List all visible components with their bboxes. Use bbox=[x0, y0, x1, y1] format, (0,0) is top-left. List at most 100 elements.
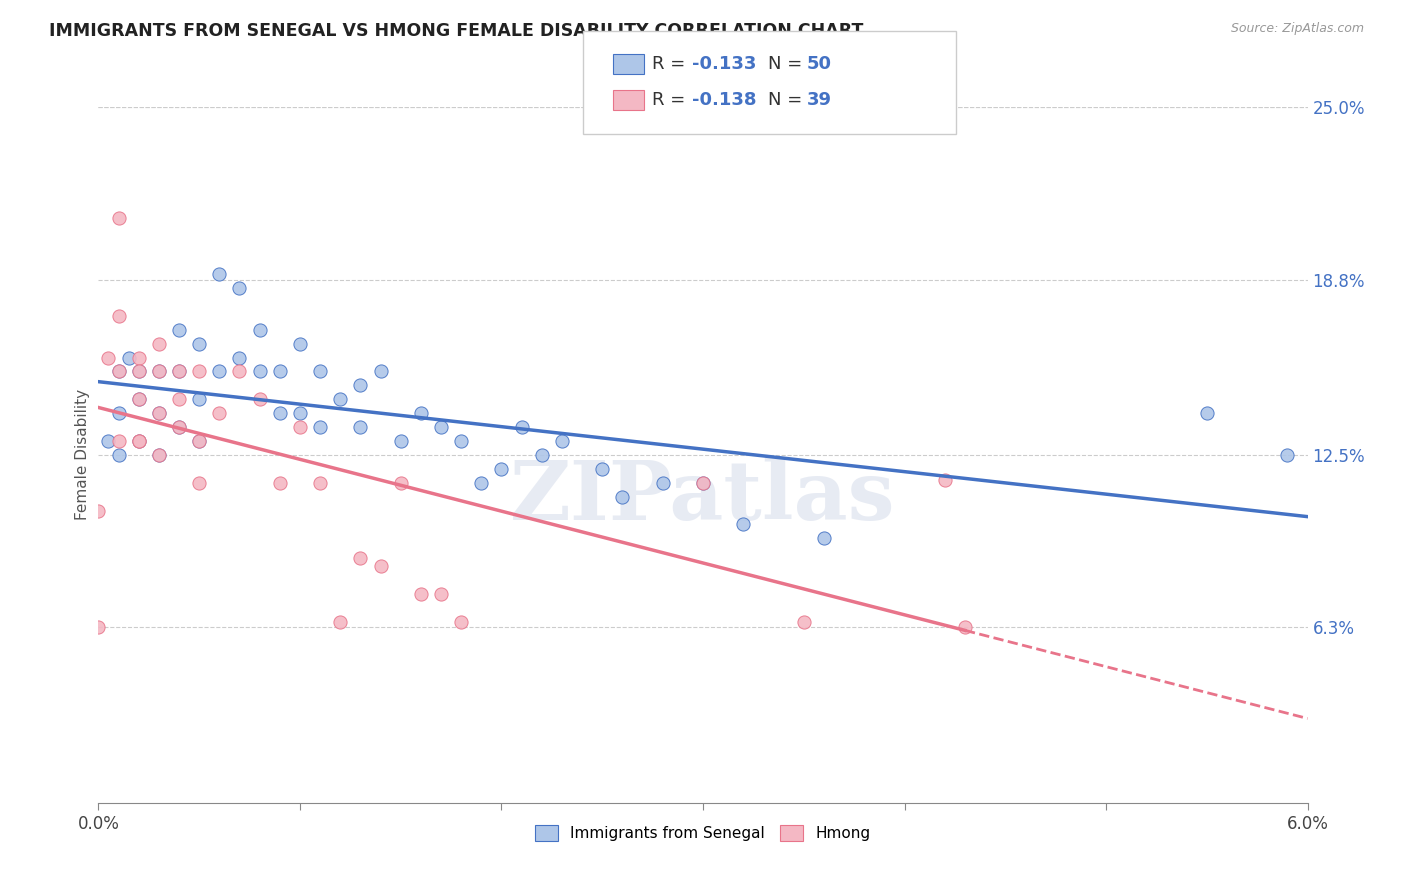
Text: -0.133: -0.133 bbox=[692, 55, 756, 73]
Point bbox=[450, 434, 472, 448]
Point bbox=[309, 420, 332, 434]
Point bbox=[128, 434, 150, 448]
Point bbox=[167, 364, 190, 378]
Point bbox=[107, 211, 129, 226]
Point bbox=[118, 351, 141, 365]
Point bbox=[249, 364, 271, 378]
Point bbox=[107, 406, 129, 420]
Y-axis label: Female Disability: Female Disability bbox=[75, 389, 90, 521]
Point bbox=[188, 434, 211, 448]
Point bbox=[128, 351, 150, 365]
Point bbox=[551, 434, 574, 448]
Point bbox=[953, 620, 976, 634]
Point bbox=[107, 364, 129, 378]
Point bbox=[370, 364, 392, 378]
Point bbox=[612, 490, 634, 504]
Point bbox=[97, 351, 120, 365]
Point bbox=[450, 615, 472, 629]
Point bbox=[188, 336, 211, 351]
Point bbox=[128, 364, 150, 378]
Point bbox=[309, 475, 332, 490]
Point bbox=[188, 475, 211, 490]
Point bbox=[167, 420, 190, 434]
Point bbox=[148, 406, 170, 420]
Point bbox=[329, 615, 352, 629]
Point bbox=[128, 364, 150, 378]
Point bbox=[188, 364, 211, 378]
Point bbox=[107, 309, 129, 323]
Point bbox=[228, 281, 250, 295]
Point bbox=[349, 550, 371, 565]
Point bbox=[430, 587, 453, 601]
Point bbox=[107, 364, 129, 378]
Point bbox=[208, 267, 231, 281]
Text: 50: 50 bbox=[807, 55, 832, 73]
Point bbox=[87, 620, 110, 634]
Point bbox=[409, 406, 432, 420]
Point bbox=[349, 420, 371, 434]
Point bbox=[470, 475, 492, 490]
Point bbox=[269, 364, 291, 378]
Point bbox=[97, 434, 120, 448]
Point bbox=[148, 364, 170, 378]
Point bbox=[370, 559, 392, 574]
Point bbox=[651, 475, 673, 490]
Text: N =: N = bbox=[768, 55, 807, 73]
Point bbox=[148, 406, 170, 420]
Point bbox=[188, 392, 211, 407]
Point bbox=[87, 503, 110, 517]
Point bbox=[309, 364, 332, 378]
Point bbox=[269, 406, 291, 420]
Point bbox=[208, 406, 231, 420]
Point bbox=[128, 434, 150, 448]
Point bbox=[430, 420, 453, 434]
Point bbox=[148, 364, 170, 378]
Point bbox=[692, 475, 714, 490]
Text: R =: R = bbox=[652, 55, 692, 73]
Point bbox=[934, 473, 956, 487]
Point bbox=[288, 420, 311, 434]
Point bbox=[288, 406, 311, 420]
Point bbox=[288, 336, 311, 351]
Text: 39: 39 bbox=[807, 91, 832, 109]
Point bbox=[107, 434, 129, 448]
Point bbox=[1195, 406, 1218, 420]
Point bbox=[188, 434, 211, 448]
Point bbox=[228, 351, 250, 365]
Point bbox=[510, 420, 533, 434]
Point bbox=[228, 364, 250, 378]
Point bbox=[167, 420, 190, 434]
Point bbox=[167, 323, 190, 337]
Point bbox=[148, 448, 170, 462]
Point bbox=[409, 587, 432, 601]
Point bbox=[692, 475, 714, 490]
Legend: Immigrants from Senegal, Hmong: Immigrants from Senegal, Hmong bbox=[529, 819, 877, 847]
Point bbox=[491, 462, 513, 476]
Point bbox=[107, 448, 129, 462]
Text: R =: R = bbox=[652, 91, 692, 109]
Point bbox=[733, 517, 755, 532]
Point bbox=[1277, 448, 1299, 462]
Point bbox=[389, 434, 412, 448]
Point bbox=[167, 364, 190, 378]
Point bbox=[389, 475, 412, 490]
Point bbox=[249, 323, 271, 337]
Point bbox=[793, 615, 815, 629]
Point bbox=[269, 475, 291, 490]
Point bbox=[128, 392, 150, 407]
Point bbox=[329, 392, 352, 407]
Text: Source: ZipAtlas.com: Source: ZipAtlas.com bbox=[1230, 22, 1364, 36]
Point bbox=[813, 532, 835, 546]
Point bbox=[167, 392, 190, 407]
Point bbox=[128, 392, 150, 407]
Text: -0.138: -0.138 bbox=[692, 91, 756, 109]
Text: ZIPatlas: ZIPatlas bbox=[510, 457, 896, 537]
Text: IMMIGRANTS FROM SENEGAL VS HMONG FEMALE DISABILITY CORRELATION CHART: IMMIGRANTS FROM SENEGAL VS HMONG FEMALE … bbox=[49, 22, 863, 40]
Point bbox=[249, 392, 271, 407]
Point bbox=[591, 462, 613, 476]
Point bbox=[128, 434, 150, 448]
Point bbox=[148, 448, 170, 462]
Point bbox=[349, 378, 371, 392]
Point bbox=[148, 336, 170, 351]
Text: N =: N = bbox=[768, 91, 807, 109]
